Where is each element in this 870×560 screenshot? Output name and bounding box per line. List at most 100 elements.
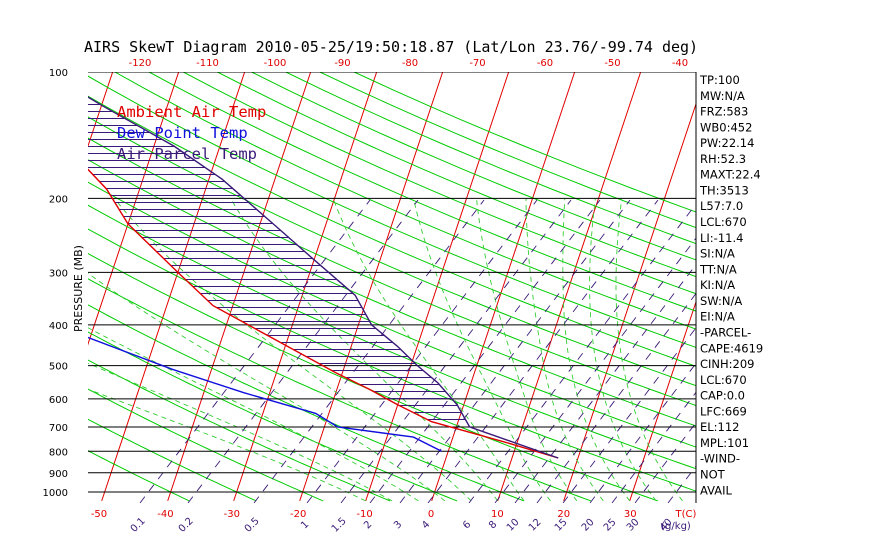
dry-adiabat-line: [88, 181, 696, 448]
mixing-ratio-line: [562, 327, 696, 503]
mixing-ratio-label: 20: [580, 517, 597, 534]
bottom-tick-label: 20: [557, 509, 570, 520]
index-item: NOT: [700, 468, 726, 482]
index-item: LFC:669: [700, 404, 747, 418]
index-item: LCL:670: [700, 373, 747, 387]
dry-adiabat-line: [216, 72, 696, 278]
index-item: TP:100: [699, 73, 740, 87]
dry-adiabat-line: [113, 72, 696, 330]
mixing-ratio-label: 0.2: [177, 516, 196, 535]
top-tick-label: -80: [402, 58, 418, 69]
index-item: RH:52.3: [700, 152, 746, 166]
pressure-tick-label: 400: [49, 321, 68, 332]
dry-adiabat-line: [88, 75, 696, 348]
pressure-tick-label: 900: [49, 469, 68, 480]
top-tick-label: -100: [264, 58, 287, 69]
index-item: MAXT:22.4: [700, 168, 761, 182]
moist-adiabat-line: [88, 388, 366, 502]
mixing-ratio-line: [589, 362, 696, 503]
pressure-tick-label: 200: [49, 194, 68, 205]
series-line: [88, 96, 559, 459]
isotherm-line: [629, 300, 696, 502]
top-tick-label: -60: [537, 58, 553, 69]
index-item: LCL:670: [700, 215, 747, 229]
isotherm-line: [431, 72, 576, 502]
index-item: AVAIL: [700, 483, 733, 497]
index-item: KI:N/A: [700, 278, 735, 292]
legend: Ambient Air Temp Dew Point Temp Air Parcel…: [117, 103, 266, 163]
moist-adiabat-line: [88, 327, 419, 502]
isotherm-line: [497, 72, 642, 502]
plot-area: [88, 72, 696, 503]
top-tick-label: -70: [469, 58, 485, 69]
isotherm-line: [233, 72, 378, 502]
index-item: EL:112: [700, 420, 740, 434]
mixing-ratio-label: 8: [487, 519, 499, 531]
bottom-tick-label: -30: [224, 509, 240, 520]
mixing-ratio-unit: (g/kg): [661, 521, 691, 532]
legend-entry: Ambient Air Temp: [117, 103, 266, 121]
dry-adiabat-line: [88, 159, 696, 427]
pressure-tick-label: 800: [49, 447, 68, 458]
mixing-ratio-line: [611, 391, 696, 503]
dry-adiabat-line: [88, 228, 696, 492]
mixing-ratio-label: 2: [362, 519, 374, 531]
cape-hatch: [88, 96, 466, 420]
moist-adiabat-line: [562, 198, 631, 502]
pressure-axis: 100 200 300 400 500 600 700 800 900 1000: [43, 68, 68, 499]
legend-entry: Dew Point Temp: [117, 124, 248, 142]
isotherm-line: [563, 102, 696, 502]
mixing-ratio-label: 10: [505, 517, 522, 534]
pressure-tick-label: 600: [49, 395, 68, 406]
dry-adiabat-line: [88, 304, 525, 502]
index-item: -PARCEL-: [700, 325, 751, 339]
moist-adiabat-line: [113, 198, 472, 502]
bottom-tick-label: 10: [491, 509, 504, 520]
dry-adiabat-line: [88, 116, 696, 387]
pressure-tick-label: 700: [49, 423, 68, 434]
pressure-tick-label: 100: [49, 68, 68, 79]
mixing-ratio-line: [634, 421, 696, 503]
top-tick-label: -120: [129, 58, 152, 69]
mixing-ratio-line: [667, 465, 696, 503]
moist-adiabat-line: [88, 362, 393, 502]
isotherm-line: [101, 72, 246, 502]
top-tick-label: -40: [672, 58, 688, 69]
index-item: SW:N/A: [700, 294, 742, 308]
mixing-ratio-label: 1: [299, 519, 311, 531]
bottom-tick-label: -20: [290, 509, 306, 520]
index-item: SI:N/A: [700, 247, 735, 261]
dry-adiabat-line: [88, 359, 391, 502]
mixing-ratio-line: [427, 199, 659, 503]
index-item: WB0:452: [700, 120, 752, 134]
mixing-ratio-line: [536, 292, 696, 503]
moist-adiabat-line: [412, 198, 551, 502]
pressure-tick-label: 1000: [43, 488, 68, 499]
index-item: PW:22.14: [700, 136, 754, 150]
mixing-ratio-label: 3: [392, 519, 404, 531]
chart-title: AIRS SkewT Diagram 2010-05-25/19:50:18.8…: [84, 38, 698, 56]
mixing-ratio-line: [306, 199, 538, 503]
top-temperature-axis: -120 -110 -100 -90 -80 -70 -60 -50 -40: [129, 58, 689, 69]
legend-entry: Air Parcel Temp: [117, 145, 257, 163]
bottom-tick-label: -10: [356, 509, 372, 520]
series-line: [88, 168, 559, 459]
index-item: EI:N/A: [700, 310, 735, 324]
pressure-tick-label: 300: [49, 268, 68, 279]
bottom-tick-label: -40: [157, 509, 173, 520]
dry-adiabat-line: [88, 450, 190, 502]
index-item: FRZ:583: [700, 105, 748, 119]
mixing-ratio-line: [340, 199, 572, 503]
bottom-tick-label: -50: [91, 509, 107, 520]
moist-adiabat-line: [230, 198, 499, 502]
mixing-ratio-axis: 0.1 0.2 0.5 1 1.5 2 3 4 6 8 10 12 15 20 25 30 40(g/kg): [129, 516, 691, 535]
series-line: [88, 336, 442, 452]
mixing-ratio-line: [468, 203, 696, 503]
index-item: TH:3513: [699, 183, 749, 197]
bottom-tick-label: 0: [428, 509, 434, 520]
mixing-ratio-label: 6: [461, 519, 473, 531]
isotherm-line: [365, 72, 510, 502]
bottom-tick-label: 30: [624, 509, 637, 520]
mixing-ratio-line: [369, 199, 601, 503]
